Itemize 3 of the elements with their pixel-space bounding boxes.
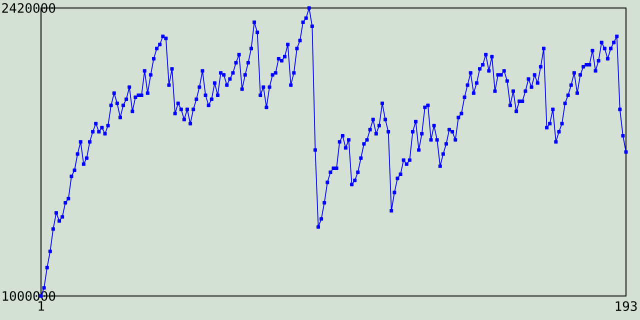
- x-tick-label: 193: [616, 301, 637, 312]
- y-tick-label: 2420000: [2, 3, 56, 13]
- x-tick-label: 1: [38, 301, 44, 311]
